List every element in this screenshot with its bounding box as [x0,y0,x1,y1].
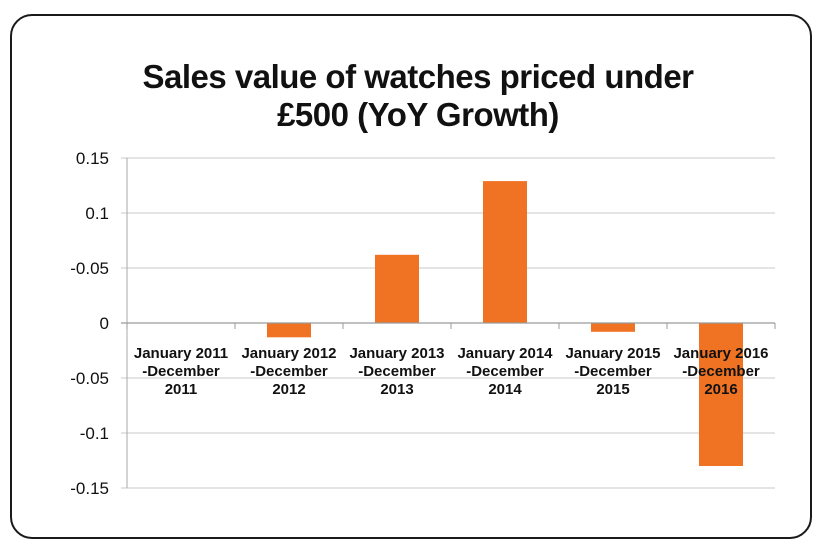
bar [483,181,527,323]
x-category-label: January 2012 -December 2012 [241,345,336,398]
chart-title-line2: £500 (YoY Growth) [277,96,559,133]
x-category-label: January 2011 -December 2011 [134,345,228,398]
y-tick-label: 0 [100,314,109,333]
y-tick-label: -0.1 [80,424,109,443]
y-tick-label: -0.05 [70,259,109,278]
y-tick-label: -0.05 [70,369,109,388]
bar [267,323,311,338]
x-category-label: January 2014 -December 2014 [457,345,553,398]
bar [699,323,743,466]
x-category-label: January 2016 -December 2016 [673,345,768,398]
y-tick-label: -0.15 [70,479,109,498]
bar [591,323,635,332]
bar [375,254,419,323]
chart-title-line1: Sales value of watches priced under [142,58,694,95]
y-tick-label: 0.1 [85,204,109,223]
y-tick-label: 0.15 [76,149,109,168]
x-category-label: January 2015 -December 2015 [565,345,660,398]
x-category-label: January 2013 -December 2013 [349,345,444,398]
